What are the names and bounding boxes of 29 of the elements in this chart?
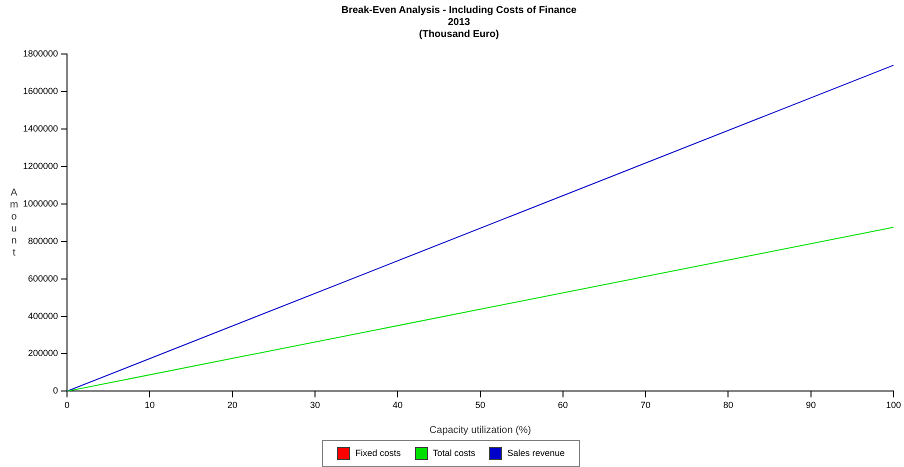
x-tick-label: 0 [64,400,70,410]
text: 2013 [448,16,470,28]
x-tick-label: 30 [310,400,320,410]
y-tick-label: 1200000 [22,160,58,171]
chart-title: Break-Even Analysis - Including Costs of Finance [341,4,578,16]
x-tick-label: 80 [723,400,734,410]
legend-label: Fixed costs [354,447,401,460]
y-tick-label: 200000 [28,348,58,358]
y-tick-label: 600000 [28,273,58,284]
x-tick-label: 60 [558,400,568,410]
x-tick-label: 10 [144,400,155,410]
y-tick-label: 1400000 [22,123,58,134]
x-tick-label: 20 [227,400,238,410]
y-tick-label: 400000 [28,310,58,321]
y-tick-label: 1600000 [22,86,58,96]
x-tick-label: 90 [806,400,816,410]
x-tick-label: 70 [640,400,651,410]
y-tick-label: 1800000 [22,48,58,58]
x-tick-label: 40 [392,400,403,410]
legend-label: Sales revenue [506,447,565,460]
text: (Thousand Euro) [419,28,499,40]
x-tick-label: 100 [886,400,902,410]
legend-label: Total costs [432,447,476,460]
y-axis-title: Amount [10,187,18,258]
x-axis-title: Capacity utilization (%) [429,424,532,436]
y-tick-label: 0 [53,386,58,396]
y-tick-label: 1000000 [22,198,58,208]
x-tick-label: 50 [475,400,486,410]
y-tick-label: 800000 [28,236,58,246]
